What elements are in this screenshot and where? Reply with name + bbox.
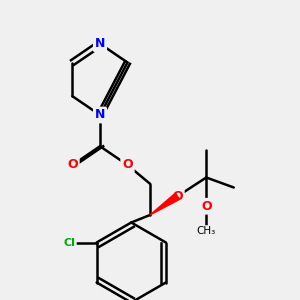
Text: CH₃: CH₃ (196, 226, 216, 236)
Text: N: N (95, 37, 105, 50)
Polygon shape (150, 193, 180, 215)
Text: O: O (67, 158, 78, 172)
Text: O: O (201, 200, 211, 213)
Text: N: N (95, 109, 105, 122)
Text: O: O (122, 158, 133, 172)
Text: Cl: Cl (63, 238, 75, 248)
Text: O: O (172, 190, 183, 203)
